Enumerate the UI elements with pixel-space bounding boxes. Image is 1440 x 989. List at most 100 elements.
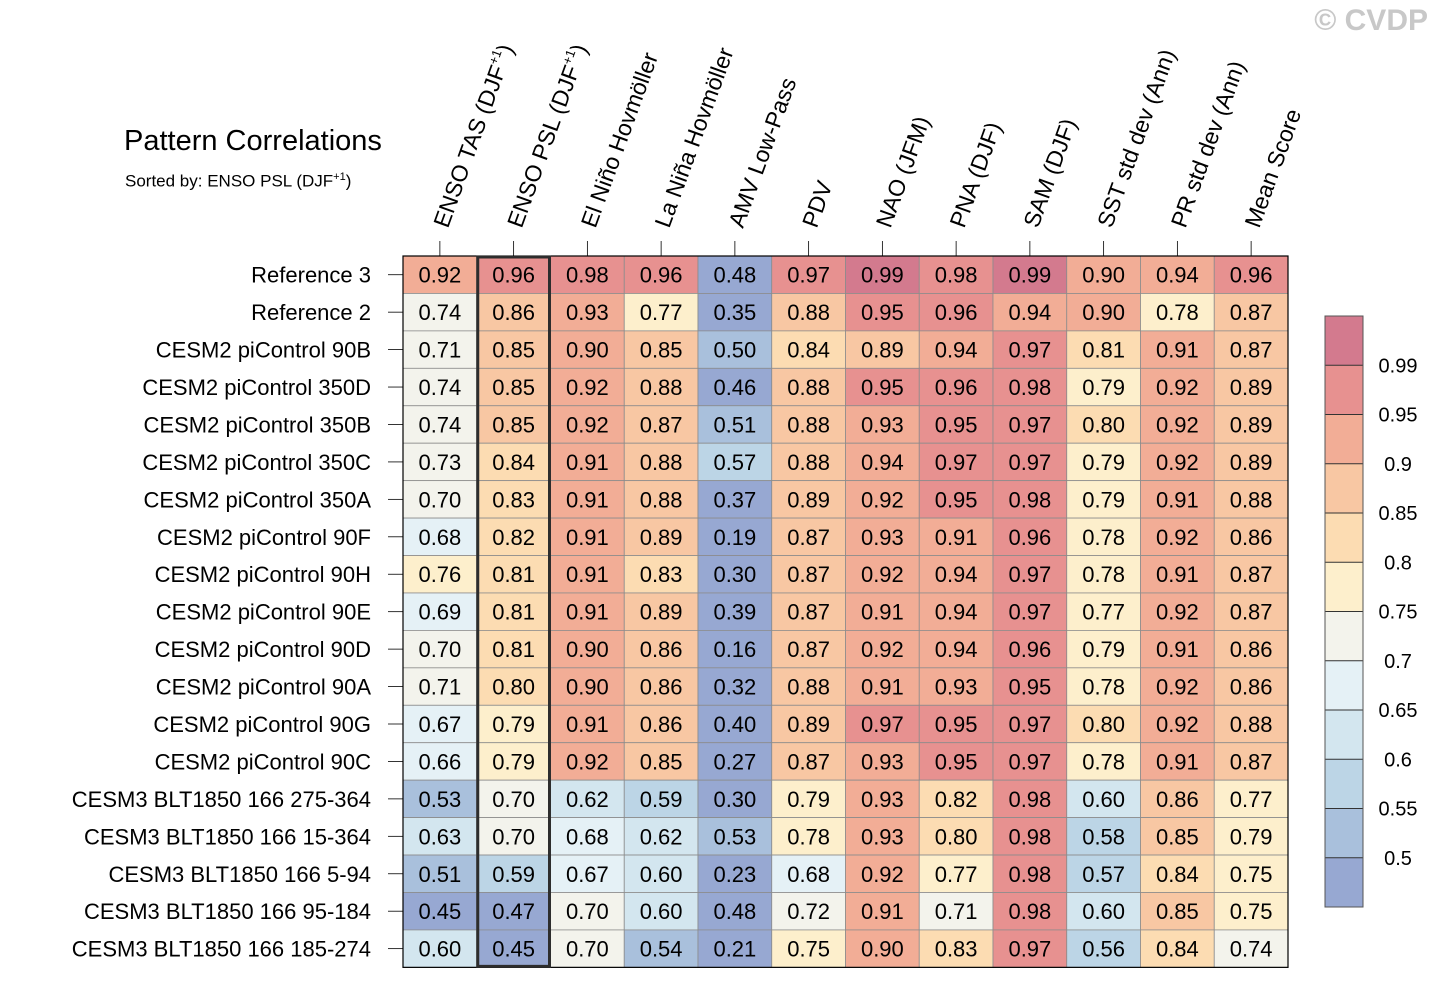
cell-value-label: 0.89: [787, 712, 830, 737]
cell-value-label: 0.86: [1230, 525, 1273, 550]
heatmap-cell: [550, 817, 625, 856]
heatmap-cell: [918, 667, 994, 706]
cell-value-label: 0.86: [1156, 787, 1199, 812]
cell-value-label: 0.98: [1008, 375, 1051, 400]
heatmap-cell: [992, 517, 1068, 556]
cell-value-label: 0.92: [1156, 450, 1199, 475]
cell-value-label: 0.97: [1008, 338, 1051, 363]
cell-value-label: 0.88: [787, 412, 830, 437]
colorbar-label: 0.9: [1384, 454, 1412, 476]
heatmap-cell: [992, 442, 1068, 482]
colorbar-label: 0.75: [1379, 602, 1418, 624]
heatmap-cell: [1140, 480, 1215, 519]
heatmap-cell: [550, 630, 625, 669]
heatmap-cell: [623, 405, 699, 444]
colorbar-label: 0.7: [1384, 651, 1412, 673]
cell-value-label: 0.78: [1082, 525, 1125, 550]
cell-value-label: 0.73: [418, 450, 461, 475]
heatmap-cell: [992, 330, 1068, 369]
cell-value-label: 0.56: [1082, 937, 1125, 962]
cell-value-label: 0.70: [418, 637, 461, 662]
heatmap-cell: [1066, 555, 1141, 594]
heatmap-cell: [623, 442, 699, 482]
heatmap-cell: [623, 929, 699, 968]
cell-value-label: 0.93: [935, 675, 978, 700]
heatmap-cell: [845, 704, 920, 744]
heatmap-cell: [918, 517, 994, 556]
cell-value-label: 0.51: [418, 862, 461, 887]
heatmap-cell: [402, 630, 478, 669]
heatmap-cell: [1066, 742, 1141, 781]
heatmap-cell: [697, 704, 773, 744]
heatmap-cell: [1066, 892, 1141, 931]
heatmap-cell: [992, 293, 1068, 332]
cell-value-label: 0.85: [640, 749, 683, 774]
heatmap-cell: [476, 367, 551, 407]
cell-value-label: 0.37: [713, 487, 756, 512]
cell-value-label: 0.70: [566, 899, 609, 924]
cell-value-label: 0.45: [492, 937, 535, 962]
cell-value-label: 0.93: [861, 824, 904, 849]
cell-value-label: 0.66: [418, 749, 461, 774]
cell-value-label: 0.74: [418, 412, 461, 437]
cell-value-label: 0.87: [787, 525, 830, 550]
row-label: CESM2 piControl 90C: [155, 749, 372, 774]
cell-value-label: 0.94: [935, 637, 978, 662]
cell-value-label: 0.68: [566, 824, 609, 849]
colorbar-bin: [1325, 710, 1363, 760]
heatmap-cell: [771, 592, 846, 631]
cell-value-label: 0.97: [787, 263, 830, 288]
cell-value-label: 0.95: [861, 375, 904, 400]
chart-title: Pattern Correlations: [124, 125, 382, 157]
heatmap-cell: [550, 742, 625, 781]
cell-value-label: 0.86: [640, 712, 683, 737]
row-label: CESM2 piControl 350D: [142, 375, 371, 400]
heatmap-cell: [697, 742, 773, 781]
cell-value-label: 0.30: [713, 562, 756, 587]
row-label: CESM2 piControl 350B: [144, 412, 371, 437]
cell-value-label: 0.86: [640, 637, 683, 662]
heatmap-cell: [623, 517, 699, 556]
cell-value-label: 0.83: [935, 937, 978, 962]
cell-value-label: 0.60: [1082, 787, 1125, 812]
colorbar-label: 0.5: [1384, 848, 1412, 870]
heatmap-cell: [550, 517, 625, 556]
heatmap-cell: [1066, 630, 1141, 669]
cell-value-label: 0.53: [418, 787, 461, 812]
heatmap-cell: [918, 892, 994, 931]
cell-value-label: 0.87: [1230, 562, 1273, 587]
colorbar-bin: [1325, 513, 1363, 563]
heatmap-cell: [1140, 817, 1215, 856]
heatmap-cell: [918, 293, 994, 332]
cell-value-label: 0.82: [492, 525, 535, 550]
cell-value-label: 0.86: [492, 300, 535, 325]
cell-value-label: 0.16: [713, 637, 756, 662]
cell-value-label: 0.81: [492, 562, 535, 587]
heatmap-cell: [476, 929, 551, 968]
cell-value-label: 0.40: [713, 712, 756, 737]
cell-value-label: 0.77: [935, 862, 978, 887]
cell-value-label: 0.79: [1082, 637, 1125, 662]
row-label: CESM3 BLT1850 166 15-364: [84, 824, 371, 849]
cell-value-label: 0.77: [1082, 600, 1125, 625]
heatmap-cell: [771, 779, 846, 818]
cell-value-label: 0.95: [1008, 675, 1051, 700]
cell-value-label: 0.91: [566, 450, 609, 475]
cell-value-label: 0.96: [1230, 263, 1273, 288]
heatmap-cell: [845, 929, 920, 968]
heatmap-cell: [845, 255, 920, 294]
heatmap-cell: [623, 667, 699, 706]
heatmap-cell: [771, 555, 846, 594]
heatmap-cell: [1213, 779, 1289, 818]
cell-value-label: 0.80: [935, 824, 978, 849]
cell-value-label: 0.30: [713, 787, 756, 812]
cell-value-label: 0.84: [1156, 937, 1199, 962]
cell-value-label: 0.85: [1156, 899, 1199, 924]
cell-value-label: 0.88: [1230, 487, 1273, 512]
cell-value-label: 0.70: [492, 824, 535, 849]
row-label: CESM2 piControl 90F: [157, 525, 371, 550]
column-label: ENSO PSL (DJF+1): [501, 40, 592, 231]
cell-value-label: 0.94: [935, 562, 978, 587]
row-label: CESM2 piControl 90E: [156, 600, 371, 625]
heatmap-cell: [1066, 592, 1141, 631]
